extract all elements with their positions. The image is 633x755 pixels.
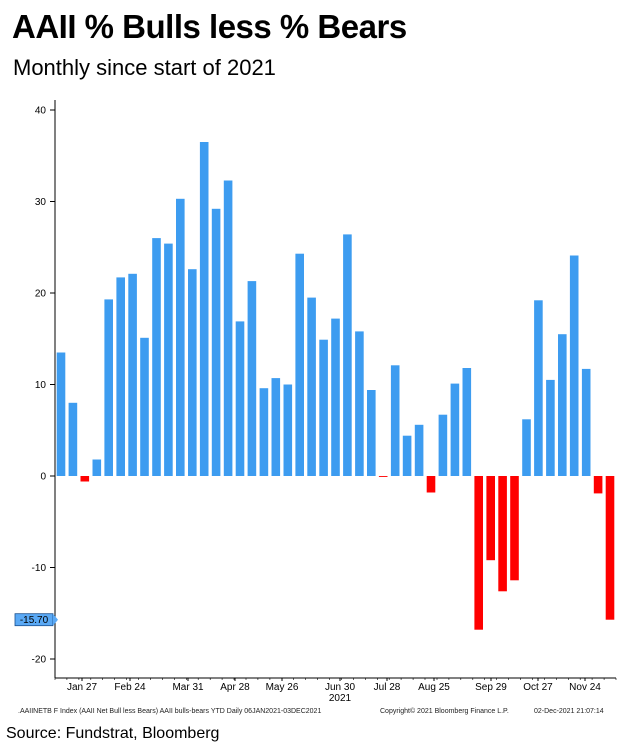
bar: [426, 476, 436, 493]
bar: [474, 476, 483, 630]
x-tick-label: Mar 31: [172, 682, 204, 693]
copyright-note: Copyright© 2021 Bloomberg Finance L.P.: [380, 708, 509, 715]
bar: [247, 281, 257, 476]
y-tick-label: 20: [35, 289, 47, 300]
x-tick-label: Jul 28: [374, 682, 401, 693]
x-tick-label: Nov 24: [569, 682, 601, 693]
bar: [558, 334, 567, 476]
bar: [295, 253, 304, 476]
x-tick-label: May 26: [266, 682, 299, 693]
x-year-label: 2021: [329, 693, 352, 704]
bar: [140, 337, 149, 476]
x-tick-label: Jun 30: [325, 682, 355, 693]
bar: [367, 390, 376, 476]
bar: [534, 300, 543, 476]
bar: [450, 383, 460, 476]
bar: [307, 297, 316, 476]
x-tick-label: Sep 29: [475, 682, 507, 693]
bar: [68, 402, 78, 476]
x-tick-label: Aug 25: [418, 682, 450, 693]
y-tick-label: 30: [35, 197, 47, 208]
bar: [605, 476, 615, 620]
bar-chart: 40 30 20 10 0 -10 -20 Jan 27 Feb 24 Mar 31 Apr 28 M…: [14, 100, 617, 704]
y-tick-label: -10: [32, 563, 47, 574]
index-footnote: .AAIINETB F Index (AAII Net Bull less Be…: [18, 708, 322, 715]
bar: [378, 476, 388, 477]
bar: [152, 238, 161, 476]
x-tick-label: Oct 27: [523, 682, 553, 693]
bar: [116, 277, 125, 476]
bar: [164, 243, 173, 476]
y-tick-label: 10: [35, 380, 47, 391]
bar: [402, 435, 412, 476]
bar: [343, 234, 352, 476]
chart-subtitle: Monthly since start of 2021: [13, 55, 276, 80]
bar: [498, 476, 507, 592]
bar: [355, 331, 364, 476]
y-tick-label: 0: [40, 472, 46, 483]
bar: [104, 299, 113, 476]
source-note: Source: Fundstrat, Bloomberg: [6, 725, 220, 742]
bar: [569, 255, 579, 476]
bar: [414, 424, 424, 476]
last-value-pointer: [53, 613, 58, 626]
x-tick-label: Apr 28: [220, 682, 250, 693]
bar: [486, 476, 495, 561]
bar: [390, 365, 400, 476]
date-stamp: 02-Dec-2021 21:07:14: [534, 708, 604, 715]
bar: [223, 180, 233, 476]
bar: [510, 476, 519, 581]
bar: [283, 384, 293, 476]
bar: [271, 378, 281, 476]
bar: [176, 198, 185, 477]
bar: [331, 318, 340, 476]
bar: [462, 368, 472, 476]
bar: [211, 208, 221, 477]
x-tick-label: Jan 27: [67, 682, 97, 693]
bar: [80, 476, 90, 482]
bar: [199, 142, 209, 476]
y-tick-label: -20: [32, 655, 47, 666]
bar: [259, 388, 269, 476]
bar: [581, 368, 591, 476]
bar: [92, 459, 102, 476]
last-value-label: -15.70: [20, 615, 49, 626]
bar: [546, 379, 555, 476]
bar: [319, 339, 328, 476]
bar: [593, 476, 603, 494]
bar: [522, 419, 531, 476]
bar: [188, 269, 197, 476]
bar: [128, 273, 137, 476]
chart-title: AAII % Bulls less % Bears: [12, 8, 407, 45]
bar: [438, 414, 448, 476]
y-tick-label: 40: [35, 106, 47, 117]
bar: [56, 352, 66, 476]
x-tick-label: Feb 24: [114, 682, 146, 693]
bar: [235, 321, 245, 476]
